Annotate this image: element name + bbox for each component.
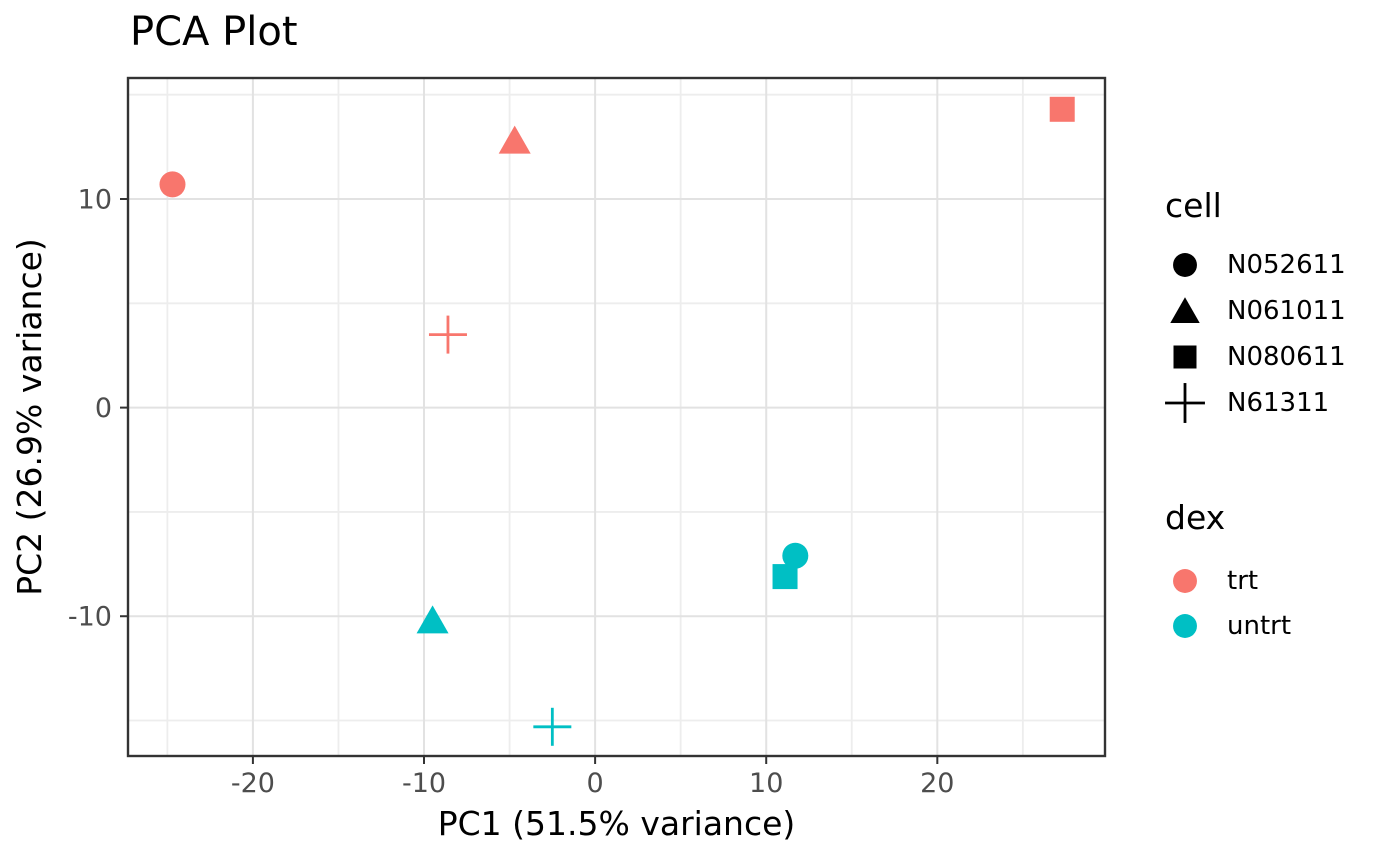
y-tick-label: 0 (95, 393, 112, 424)
legend-item-label: N080611 (1227, 342, 1346, 372)
legend-item-label: N61311 (1227, 388, 1330, 418)
point-N052611-untrt (782, 542, 809, 569)
legend-items-dex: trt untrt (1163, 558, 1291, 648)
legend-glyph-square (1173, 345, 1197, 369)
point-N61311-untrt (533, 707, 572, 746)
point-N061011-trt (498, 125, 531, 154)
legend-item-cell-N61311: N61311 (1163, 380, 1346, 426)
legend-item-label: untrt (1227, 610, 1292, 641)
point-N061011-untrt (416, 605, 449, 634)
legend-glyph-circle (1173, 568, 1197, 593)
x-tick-label: -10 (402, 768, 446, 799)
legend-plus-icon (1165, 383, 1205, 423)
point-N61311-trt (428, 315, 467, 354)
legend-item-cell-N052611: N052611 (1163, 242, 1346, 288)
legend-circle-icon (1173, 613, 1197, 638)
legend-item-dex-untrt: untrt (1163, 603, 1291, 648)
x-tick-label: 20 (920, 768, 954, 799)
legend-item-cell-N080611: N080611 (1163, 334, 1346, 380)
legend-circle-icon (1173, 253, 1197, 277)
y-tick-label: -10 (68, 602, 112, 633)
legend-item-label: N061011 (1227, 296, 1346, 326)
panel-background (128, 78, 1105, 756)
legend-glyph-plus (1165, 383, 1205, 423)
point-N080611-trt (1049, 96, 1075, 122)
point-N052611-trt (159, 171, 186, 198)
legend-item-label: N052611 (1227, 250, 1346, 280)
x-tick-label: 0 (587, 768, 604, 799)
panel-border (126, 76, 1107, 758)
x-tick-label: 10 (749, 768, 783, 799)
legend-glyph-circle (1173, 253, 1197, 277)
legend-item-dex-trt: trt (1163, 558, 1291, 603)
x-tick-label: -20 (231, 768, 275, 799)
y-tick-label: 10 (78, 184, 112, 215)
legend-square-icon (1173, 345, 1197, 369)
legend-title-dex: dex (1165, 498, 1226, 537)
legend-items-cell: N052611 N061011 N080611 N61311 (1163, 242, 1346, 426)
legend-triangle-icon (1170, 297, 1200, 323)
legend-glyph-circle (1173, 613, 1197, 638)
legend-item-cell-N061011: N061011 (1163, 288, 1346, 334)
legend-title-cell: cell (1165, 186, 1222, 225)
legend-glyph-triangle (1170, 297, 1200, 323)
y-axis-title: PC2 (26.9% variance) (10, 238, 49, 596)
x-axis-title: PC1 (51.5% variance) (437, 804, 796, 843)
legend-item-label: trt (1227, 565, 1259, 596)
legend: cell N052611 N061011 N080611 N61311 dex trt… (1163, 0, 1400, 865)
chart-title: PCA Plot (130, 9, 298, 55)
legend-circle-icon (1173, 568, 1197, 593)
